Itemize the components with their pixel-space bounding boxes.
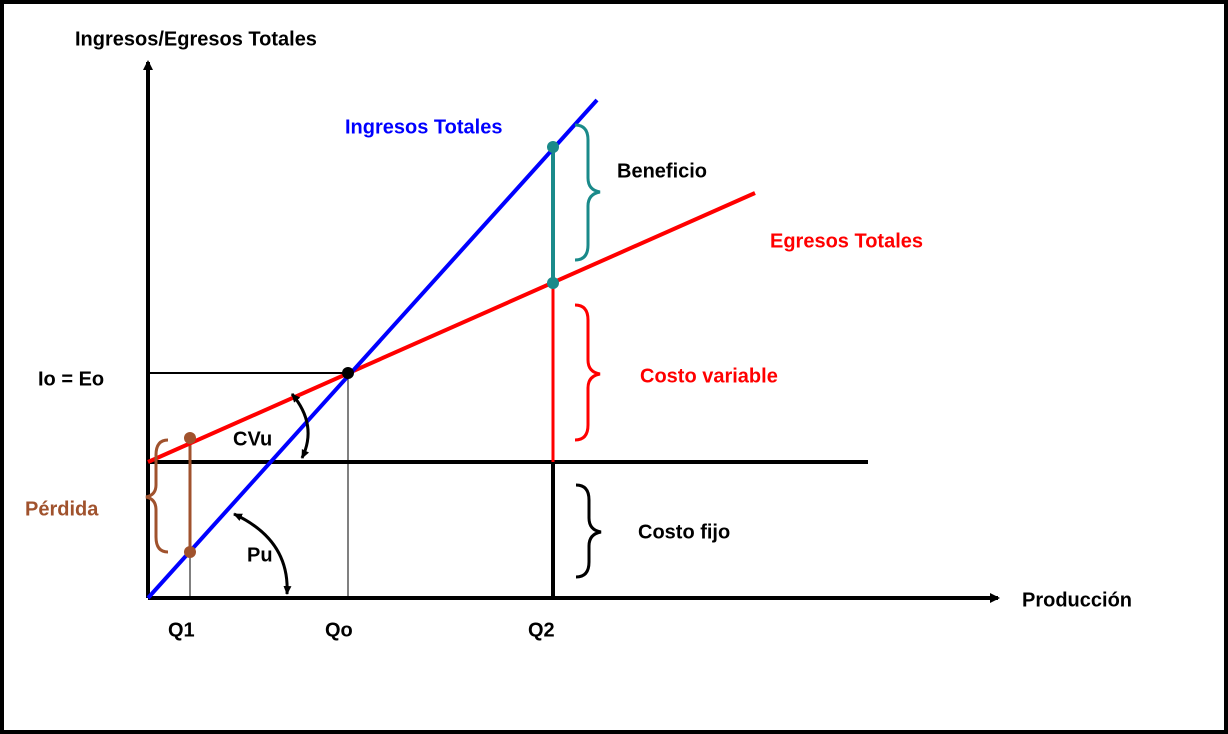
pu-label: Pu <box>247 544 273 566</box>
fixed-cost-label: Costo fijo <box>638 521 730 543</box>
variable-cost-label: Costo variable <box>640 365 778 387</box>
cost-label: Egresos Totales <box>770 230 923 252</box>
angle-arc <box>290 393 310 459</box>
point <box>547 277 559 289</box>
point <box>547 141 559 153</box>
break-even-label: Io = Eo <box>38 368 104 390</box>
x-mark-label: Qo <box>325 619 353 641</box>
cost-line <box>147 191 756 464</box>
brace <box>574 303 601 442</box>
revenue-label: Ingresos Totales <box>345 116 502 138</box>
cvu-label: CVu <box>233 428 272 450</box>
point <box>184 432 196 444</box>
x-mark-label: Q1 <box>168 619 195 641</box>
loss-label: Pérdida <box>25 498 99 520</box>
profit-label: Beneficio <box>617 160 707 182</box>
brace <box>575 483 602 579</box>
angle-arc <box>233 512 292 595</box>
brace <box>145 438 169 554</box>
point <box>184 546 196 558</box>
x-axis-label: Producción <box>1022 589 1132 611</box>
brace <box>574 123 601 262</box>
break-even-point <box>342 367 354 379</box>
revenue-line <box>146 98 599 600</box>
y-axis-label: Ingresos/Egresos Totales <box>75 28 317 50</box>
x-mark-label: Q2 <box>528 619 555 641</box>
